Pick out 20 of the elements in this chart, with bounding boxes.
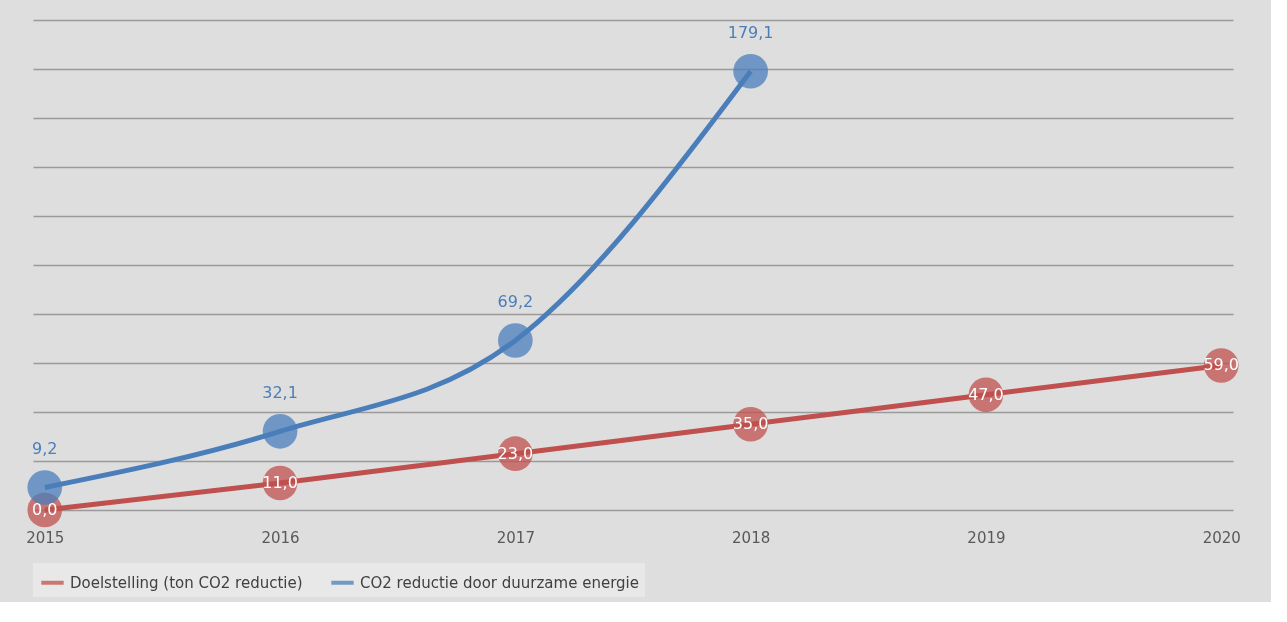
- data-label: 0,0: [32, 500, 58, 519]
- x-tick-label: 2016: [261, 528, 300, 547]
- x-tick-label: 2020: [1202, 528, 1241, 547]
- data-label: 69,2: [497, 292, 534, 312]
- data-label: 9,2: [32, 439, 58, 459]
- data-label: 35,0: [732, 414, 769, 434]
- legend-label: CO2 reductie door duurzame energie: [360, 573, 639, 592]
- x-tick-label: 2017: [496, 528, 535, 547]
- x-tick-label: 2018: [732, 528, 771, 547]
- x-tick-label: 2019: [967, 528, 1006, 547]
- data-label: 179,1: [727, 23, 774, 43]
- data-label: 11,0: [262, 473, 298, 493]
- data-label: 47,0: [968, 384, 1004, 404]
- data-label: 32,1: [262, 383, 298, 403]
- data-label: 59,0: [1203, 355, 1240, 375]
- legend-label: Doelstelling (ton CO2 reductie): [70, 573, 303, 592]
- x-tick-label: 2015: [26, 528, 65, 547]
- data-label: 23,0: [497, 443, 534, 463]
- point: [27, 470, 63, 505]
- point: [733, 53, 768, 89]
